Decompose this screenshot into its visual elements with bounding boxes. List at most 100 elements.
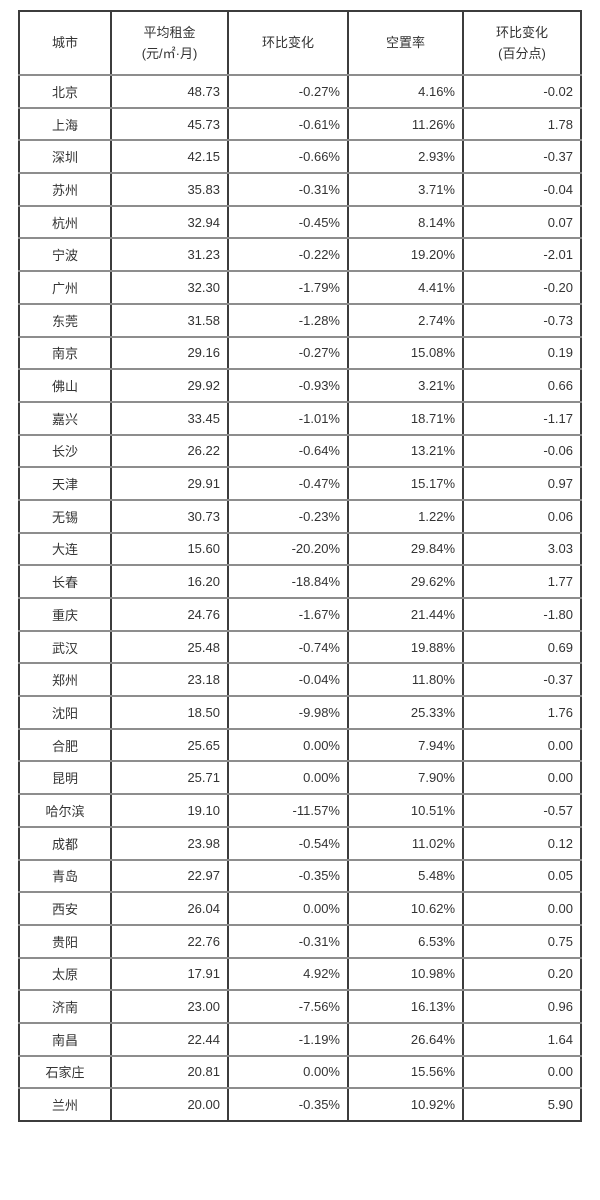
value-cell: 7.90% — [347, 760, 464, 796]
city-cell: 东莞 — [18, 302, 112, 338]
value-cell: 0.00% — [227, 727, 349, 763]
city-cell: 合肥 — [18, 727, 112, 763]
city-cell: 长春 — [18, 564, 112, 599]
value-cell: -0.02 — [462, 74, 582, 109]
value-cell: 35.83 — [110, 172, 229, 207]
value-cell: 23.98 — [110, 825, 229, 861]
value-cell: -1.79% — [227, 270, 349, 305]
table-row: 宁波 31.23 -0.22% 19.20% -2.01 — [18, 237, 582, 273]
column-header-line: 环比变化 — [261, 35, 314, 51]
value-cell: 0.07 — [462, 204, 582, 240]
value-cell: 22.97 — [110, 858, 229, 894]
value-cell: 10.62% — [347, 891, 464, 926]
value-cell: 0.12 — [462, 825, 582, 861]
value-cell: -9.98% — [227, 695, 349, 730]
value-cell: -0.64% — [227, 433, 349, 469]
column-header-line: (百分点) — [498, 46, 546, 61]
value-cell: 31.23 — [110, 237, 229, 273]
table-row: 重庆 24.76 -1.67% 21.44% -1.80 — [18, 597, 582, 632]
value-cell: -1.17 — [462, 400, 582, 436]
value-cell: 10.51% — [347, 793, 464, 828]
city-cell: 郑州 — [18, 662, 112, 698]
city-cell: 上海 — [18, 106, 112, 142]
value-cell: -0.06 — [462, 433, 582, 469]
value-cell: 42.15 — [110, 139, 229, 175]
value-cell: 0.00% — [227, 891, 349, 926]
city-cell: 青岛 — [18, 858, 112, 894]
table-row: 苏州 35.83 -0.31% 3.71% -0.04 — [18, 172, 582, 207]
value-cell: 1.78 — [462, 106, 582, 142]
value-cell: -0.93% — [227, 368, 349, 403]
value-cell: 10.98% — [347, 956, 464, 992]
value-cell: 2.93% — [347, 139, 464, 175]
table-row: 广州 32.30 -1.79% 4.41% -0.20 — [18, 270, 582, 305]
value-cell: 23.00 — [110, 989, 229, 1024]
rent-vacancy-table: 城市 平均租金 (元/㎡·月) 环比变化 空置率 环比变化 (百分点) 北京 48.73 -0.… — [18, 10, 582, 1122]
value-cell: -1.28% — [227, 302, 349, 338]
value-cell: 20.00 — [110, 1087, 229, 1122]
value-cell: 15.08% — [347, 335, 464, 371]
value-cell: 22.44 — [110, 1021, 229, 1057]
column-header-line: 平均租金 — [143, 24, 196, 40]
table-row: 武汉 25.48 -0.74% 19.88% 0.69 — [18, 629, 582, 665]
column-header-2: 环比变化 — [227, 10, 349, 76]
column-header-line: (元/㎡·月) — [141, 46, 198, 61]
value-cell: 10.92% — [347, 1087, 464, 1122]
table-row: 佛山 29.92 -0.93% 3.21% 0.66 — [18, 368, 582, 403]
value-cell: -0.45% — [227, 204, 349, 240]
value-cell: -0.37 — [462, 662, 582, 698]
value-cell: -0.74% — [227, 629, 349, 665]
city-cell: 济南 — [18, 989, 112, 1024]
value-cell: 0.66 — [462, 368, 582, 403]
city-cell: 贵阳 — [18, 923, 112, 959]
value-cell: -0.37 — [462, 139, 582, 175]
value-cell: 25.71 — [110, 760, 229, 796]
value-cell: -0.04% — [227, 662, 349, 698]
city-cell: 太原 — [18, 956, 112, 992]
value-cell: 0.00 — [462, 760, 582, 796]
value-cell: -0.31% — [227, 923, 349, 959]
table-row: 贵阳 22.76 -0.31% 6.53% 0.75 — [18, 923, 582, 959]
city-cell: 昆明 — [18, 760, 112, 796]
table-body: 北京 48.73 -0.27% 4.16% -0.02 上海 45.73 -0.61% 11.2… — [18, 74, 582, 1122]
city-cell: 南昌 — [18, 1021, 112, 1057]
table-row: 上海 45.73 -0.61% 11.26% 1.78 — [18, 106, 582, 142]
value-cell: -0.54% — [227, 825, 349, 861]
value-cell: 15.60 — [110, 531, 229, 567]
value-cell: -0.20 — [462, 270, 582, 305]
value-cell: -0.27% — [227, 74, 349, 109]
value-cell: 29.16 — [110, 335, 229, 371]
city-cell: 重庆 — [18, 597, 112, 632]
column-header-0: 城市 — [18, 10, 112, 76]
value-cell: 31.58 — [110, 302, 229, 338]
value-cell: -11.57% — [227, 793, 349, 828]
value-cell: 4.92% — [227, 956, 349, 992]
value-cell: 0.19 — [462, 335, 582, 371]
city-cell: 宁波 — [18, 237, 112, 273]
value-cell: 1.77 — [462, 564, 582, 599]
value-cell: 0.00 — [462, 891, 582, 926]
value-cell: 24.76 — [110, 597, 229, 632]
city-cell: 苏州 — [18, 172, 112, 207]
value-cell: 4.41% — [347, 270, 464, 305]
value-cell: 11.80% — [347, 662, 464, 698]
value-cell: 11.26% — [347, 106, 464, 142]
value-cell: 18.71% — [347, 400, 464, 436]
table-row: 天津 29.91 -0.47% 15.17% 0.97 — [18, 466, 582, 501]
table-row: 杭州 32.94 -0.45% 8.14% 0.07 — [18, 204, 582, 240]
value-cell: -0.27% — [227, 335, 349, 371]
value-cell: 0.97 — [462, 466, 582, 501]
value-cell: -0.31% — [227, 172, 349, 207]
table-row: 南京 29.16 -0.27% 15.08% 0.19 — [18, 335, 582, 371]
value-cell: 19.88% — [347, 629, 464, 665]
city-cell: 无锡 — [18, 498, 112, 534]
value-cell: 19.10 — [110, 793, 229, 828]
value-cell: 0.00 — [462, 727, 582, 763]
value-cell: -0.66% — [227, 139, 349, 175]
value-cell: 33.45 — [110, 400, 229, 436]
value-cell: 1.64 — [462, 1021, 582, 1057]
city-cell: 哈尔滨 — [18, 793, 112, 828]
value-cell: 32.30 — [110, 270, 229, 305]
city-cell: 成都 — [18, 825, 112, 861]
